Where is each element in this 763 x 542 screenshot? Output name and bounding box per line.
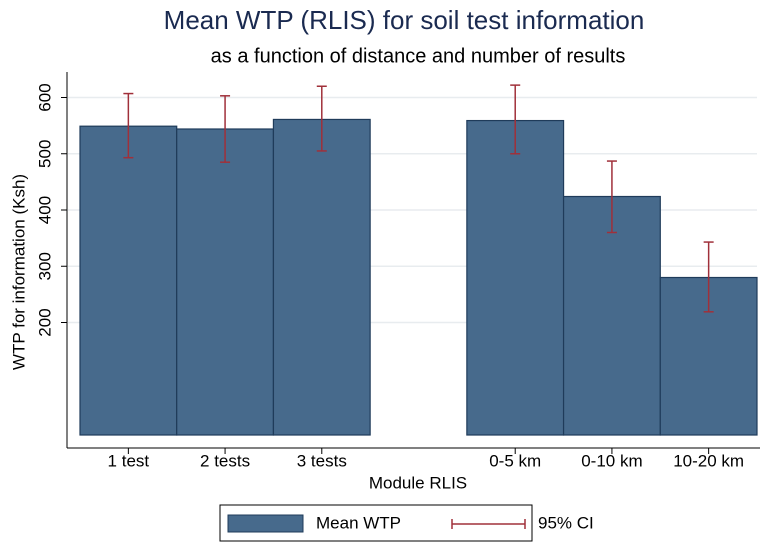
error-bar — [316, 85, 327, 152]
chart-title: Mean WTP (RLIS) for soil test informatio… — [164, 5, 645, 35]
legend-label: Mean WTP — [316, 513, 401, 532]
y-tick-label: 600 — [35, 83, 54, 111]
error-bar — [703, 241, 714, 313]
x-tick-label: 0-10 km — [581, 451, 642, 470]
bar — [272, 118, 371, 436]
x-tick-label: 2 tests — [200, 451, 250, 470]
legend-label: 95% CI — [538, 513, 594, 532]
x-tick-label: 0-5 km — [489, 451, 541, 470]
legend-swatch — [227, 514, 304, 533]
x-tick-label: 3 tests — [297, 451, 347, 470]
error-bar — [606, 160, 617, 234]
x-tick-label: 10-20 km — [673, 451, 744, 470]
bar — [466, 119, 565, 436]
y-axis-title: WTP for information (Ksh) — [9, 174, 28, 370]
bar — [562, 195, 661, 436]
y-tick-label: 500 — [35, 140, 54, 168]
y-tick-label: 200 — [35, 308, 54, 336]
chart-subtitle: as a function of distance and number of … — [211, 45, 626, 67]
x-tick-label: 1 test — [108, 451, 150, 470]
error-bar — [220, 95, 231, 163]
bar — [79, 125, 178, 436]
error-bar — [123, 92, 134, 159]
y-tick-label: 300 — [35, 252, 54, 280]
x-axis-title: Module RLIS — [369, 473, 467, 492]
y-tick-label: 400 — [35, 196, 54, 224]
error-bar — [510, 84, 521, 155]
bar — [176, 128, 275, 436]
